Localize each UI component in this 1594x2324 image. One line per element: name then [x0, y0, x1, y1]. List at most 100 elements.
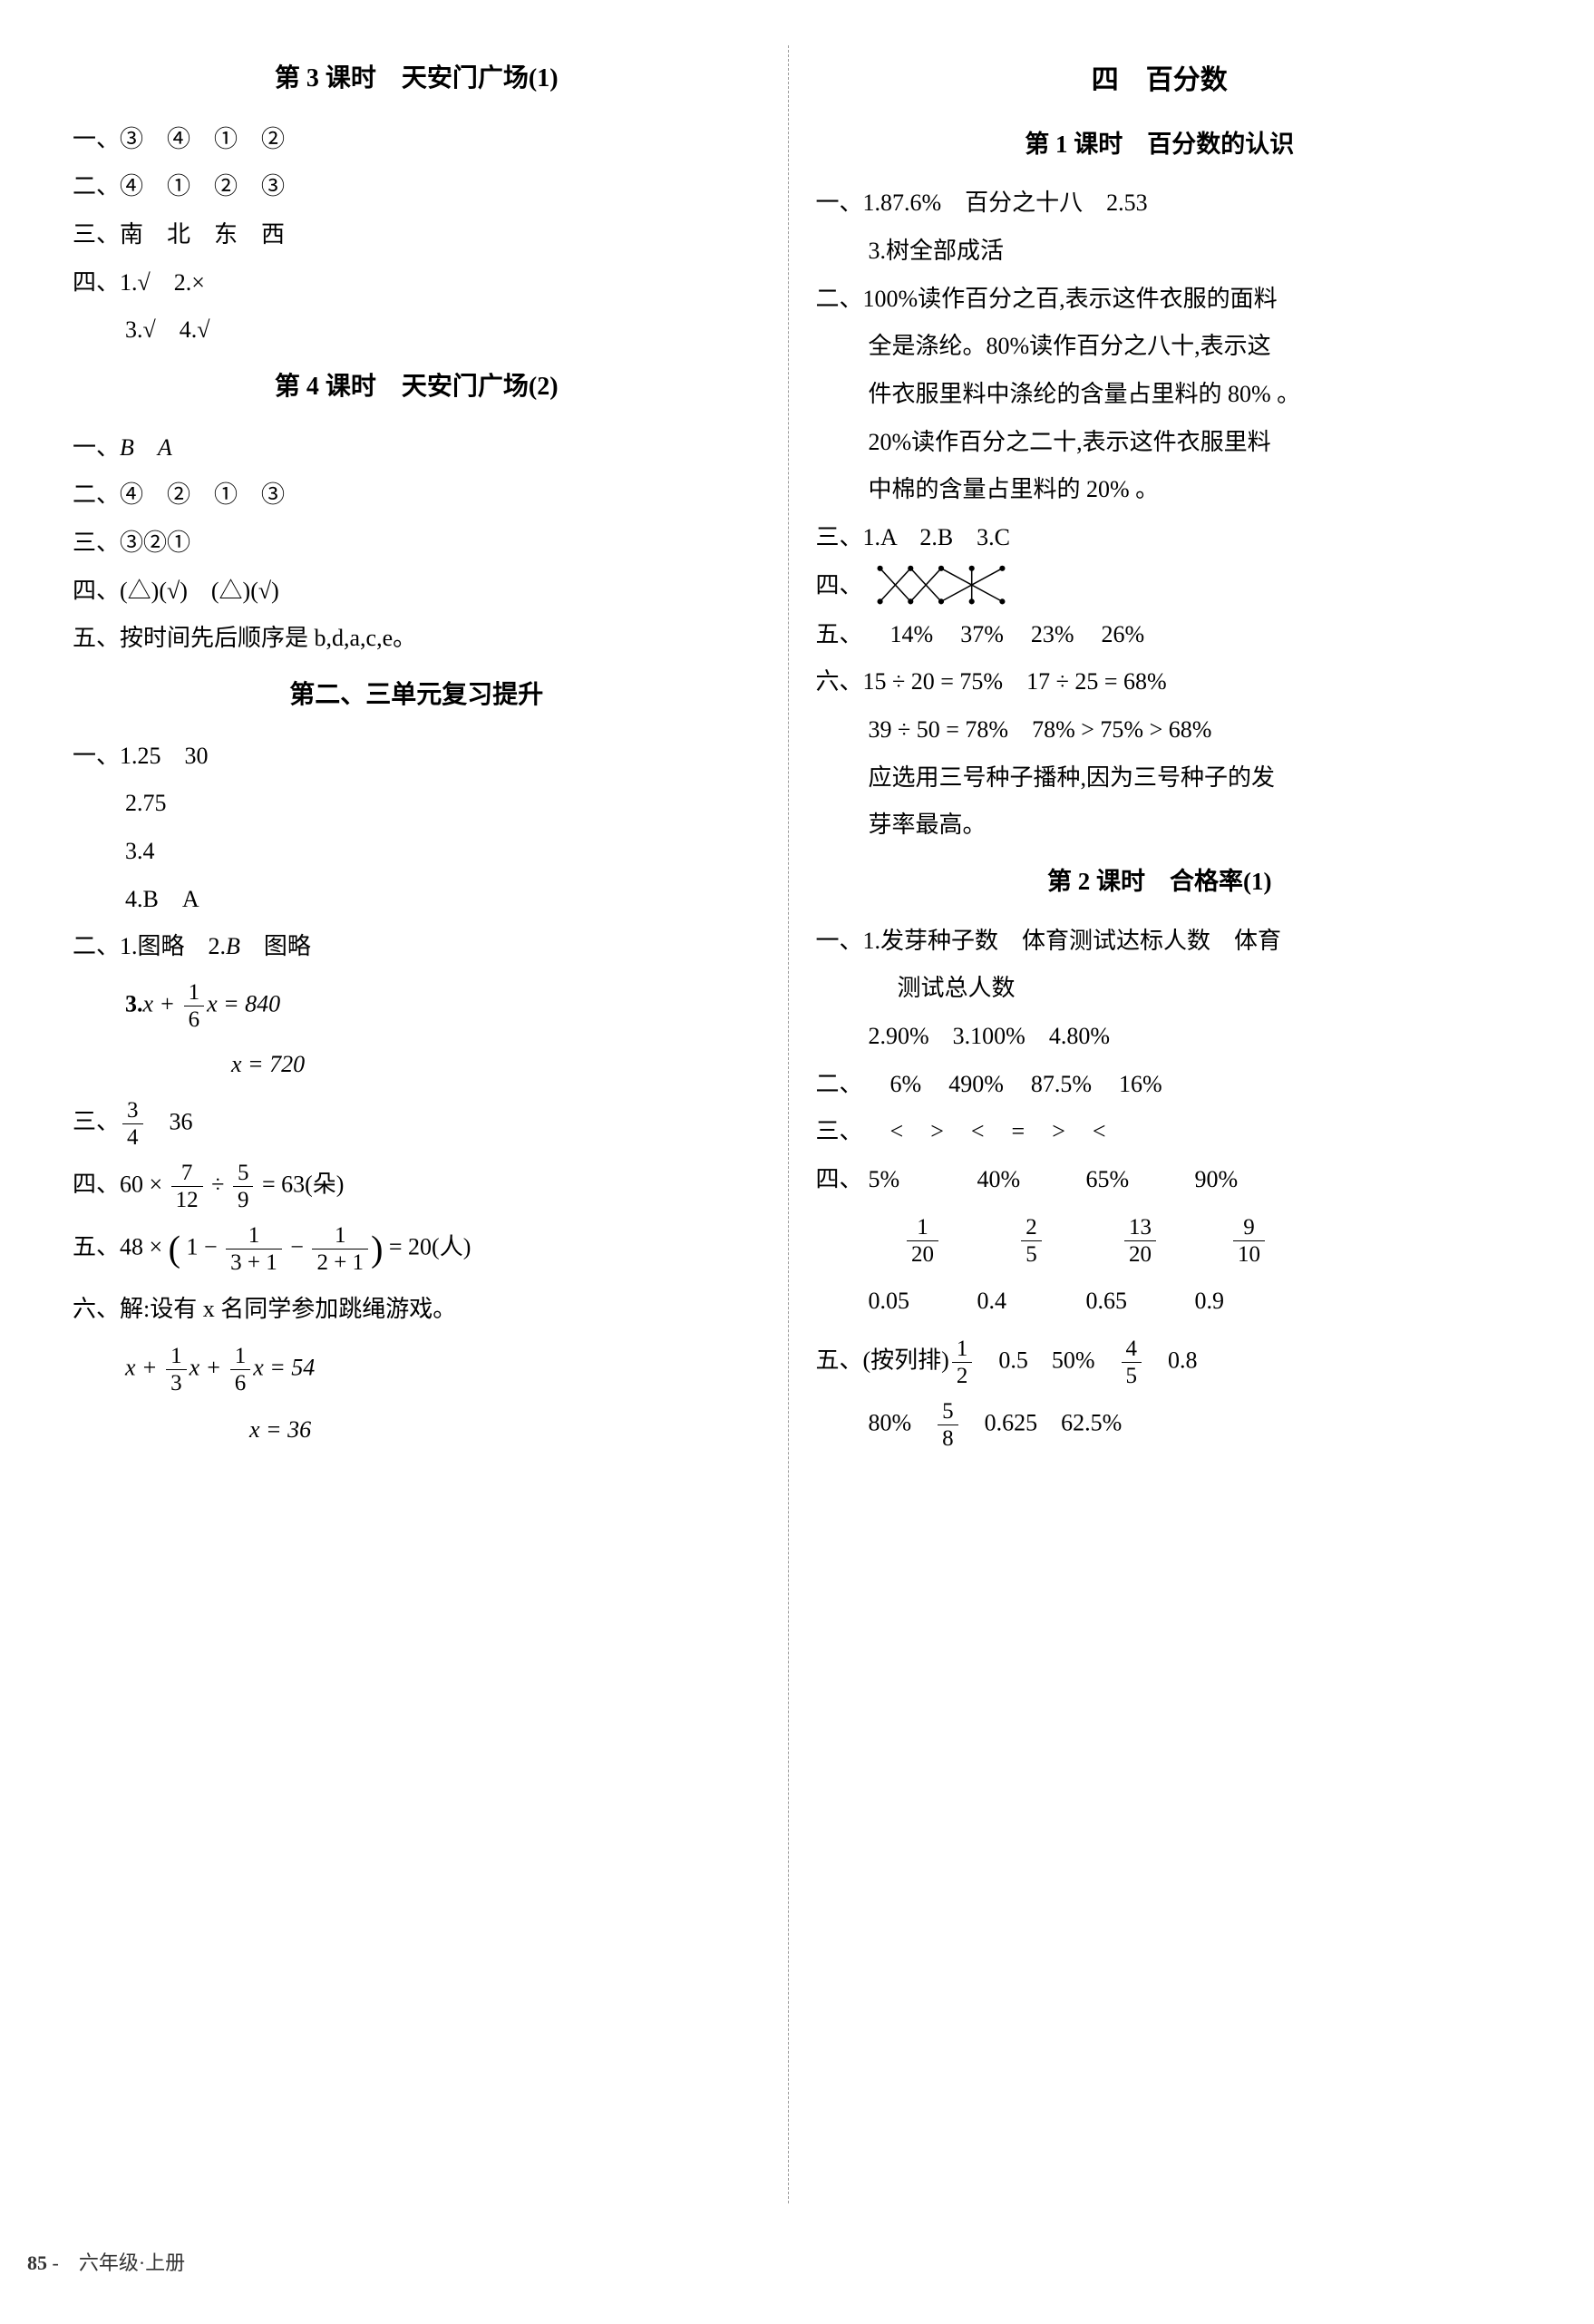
answer-line: 二、100%读作百分之百,表示这件衣服的面料: [816, 277, 1504, 323]
fraction-row: 120 25 1320 910: [816, 1216, 1504, 1266]
value: 37%: [960, 621, 1004, 647]
answer-line: 三、34 36: [73, 1099, 761, 1149]
answer-line: 芽率最高。: [816, 802, 1504, 849]
value: 40%: [977, 1157, 1086, 1203]
denominator: 3 + 1: [226, 1250, 282, 1274]
answer-line: 一、1.25 30: [73, 734, 761, 780]
value: 65%: [1086, 1157, 1195, 1203]
fraction: 25: [1021, 1216, 1042, 1266]
text: 0.625 62.5%: [961, 1409, 1123, 1435]
denominator: 10: [1233, 1241, 1265, 1266]
text: 二、1.图略 2.: [73, 933, 226, 959]
denominator: 6: [184, 1006, 205, 1031]
text: 80%: [869, 1409, 936, 1435]
text: 二、: [816, 1071, 863, 1097]
value: 0.05: [869, 1279, 977, 1325]
answer-line: 二、6%490%87.5%16%: [816, 1062, 1504, 1108]
answer-line: 四、: [816, 563, 1504, 610]
answer-line: 件衣服里料中涤纶的含量占里料的 80% 。: [816, 372, 1504, 418]
fraction: 16: [184, 981, 205, 1031]
text: = 20(人): [383, 1233, 471, 1259]
answer-line: 2.75: [73, 781, 761, 827]
answer-line: 三、<><=><: [816, 1109, 1504, 1155]
denominator: 20: [907, 1241, 938, 1266]
answer-line: 六、解:设有 x 名同学参加跳绳游戏。: [73, 1287, 761, 1333]
lesson-heading: 第 2 课时 合格率(1): [816, 858, 1504, 906]
answer-line: 0.050.40.650.9: [816, 1279, 1504, 1325]
fraction: 1320: [1124, 1216, 1156, 1266]
fraction: 59: [233, 1162, 254, 1211]
answer-line: 4.B A: [73, 877, 761, 923]
value: 0.4: [977, 1279, 1086, 1325]
denominator: 3: [166, 1370, 187, 1395]
fraction: 910: [1233, 1216, 1265, 1266]
value: 0.9: [1195, 1279, 1304, 1325]
equation-line: 四、60 × 712 ÷ 59 = 63(朵): [73, 1162, 761, 1211]
denominator: 2: [952, 1363, 973, 1387]
equation-line: 五、48 × ( 1 − 13 + 1 − 12 + 1) = 20(人): [73, 1224, 761, 1274]
text: 图略: [240, 933, 311, 959]
fraction: 58: [938, 1400, 958, 1450]
answer-line: 三、南 北 东 西: [73, 212, 761, 258]
denominator: 8: [938, 1425, 958, 1450]
value: <: [1093, 1118, 1106, 1144]
value: 0.65: [1086, 1279, 1195, 1325]
numerator: 4: [1122, 1337, 1142, 1363]
var: x +: [125, 1355, 163, 1381]
denominator: 20: [1124, 1241, 1156, 1266]
answer-line: 全是涤纶。80%读作百分之八十,表示这: [816, 324, 1504, 370]
denominator: 2 + 1: [312, 1250, 368, 1274]
answer-line: 应选用三号种子播种,因为三号种子的发: [816, 755, 1504, 802]
text: 0.5 50%: [975, 1347, 1118, 1373]
text: 三、: [816, 1118, 863, 1144]
fraction: 712: [171, 1162, 203, 1211]
italic-text: B: [226, 933, 240, 959]
value: >: [1052, 1118, 1065, 1144]
answer-line: 20%读作百分之二十,表示这件衣服里料: [816, 420, 1504, 466]
fraction: 13: [166, 1345, 187, 1395]
text: 36: [146, 1108, 193, 1134]
paren-close: ): [371, 1228, 383, 1269]
text: 3.: [125, 991, 143, 1017]
var: x +: [190, 1355, 228, 1381]
text: 四、1.√ 2.×: [73, 269, 205, 296]
answer-line: 3.4: [73, 829, 761, 875]
answer-line: 一、③ ④ ① ②: [73, 117, 761, 163]
value: >: [930, 1118, 944, 1144]
paren-open: (: [169, 1228, 180, 1269]
numerator: 1: [952, 1337, 973, 1363]
denominator: 6: [230, 1370, 251, 1395]
answer-line: 80% 58 0.625 62.5%: [816, 1400, 1504, 1450]
left-column: 第 3 课时 天安门广场(1) 一、③ ④ ① ② 二、④ ① ② ③ 三、南 …: [63, 45, 788, 2203]
numerator: 2: [1021, 1216, 1042, 1241]
text: 五、: [816, 621, 863, 647]
value: =: [1012, 1118, 1025, 1144]
fraction: 34: [122, 1099, 143, 1149]
text: ÷: [206, 1171, 230, 1197]
text: −: [285, 1233, 310, 1259]
chapter-heading: 四 百分数: [816, 54, 1504, 108]
fraction: 12: [952, 1337, 973, 1387]
numerator: 1: [312, 1224, 368, 1250]
var: x = 54: [253, 1355, 315, 1381]
var: x = 720: [231, 1051, 305, 1077]
value: 90%: [1195, 1157, 1304, 1203]
value: 23%: [1031, 621, 1074, 647]
answer-line: 六、15 ÷ 20 = 75% 17 ÷ 25 = 68%: [816, 659, 1504, 705]
value: 14%: [890, 621, 934, 647]
answer-line: 二、1.图略 2.B 图略: [73, 924, 761, 970]
numerator: 9: [1233, 1216, 1265, 1241]
answer-line: 3.树全部成活: [816, 229, 1504, 275]
page-footer: 85 - 六年级·上册: [27, 2244, 185, 2283]
right-column: 四 百分数 第 1 课时 百分数的认识 一、1.87.6% 百分之十八 2.53…: [788, 45, 1531, 2203]
text: 四、60 ×: [73, 1171, 169, 1197]
text: 三、: [73, 1108, 120, 1134]
fraction: 13 + 1: [226, 1224, 282, 1274]
denominator: 9: [233, 1187, 254, 1211]
answer-line: 一、1.87.6% 百分之十八 2.53: [816, 180, 1504, 227]
value: 16%: [1119, 1071, 1162, 1097]
answer-line: 五、14%37%23%26%: [816, 612, 1504, 658]
answer-line: 一、1.发芽种子数 体育测试达标人数 体育: [816, 919, 1504, 965]
answer-line: 3.√ 4.√: [73, 307, 761, 354]
denominator: 12: [171, 1187, 203, 1211]
